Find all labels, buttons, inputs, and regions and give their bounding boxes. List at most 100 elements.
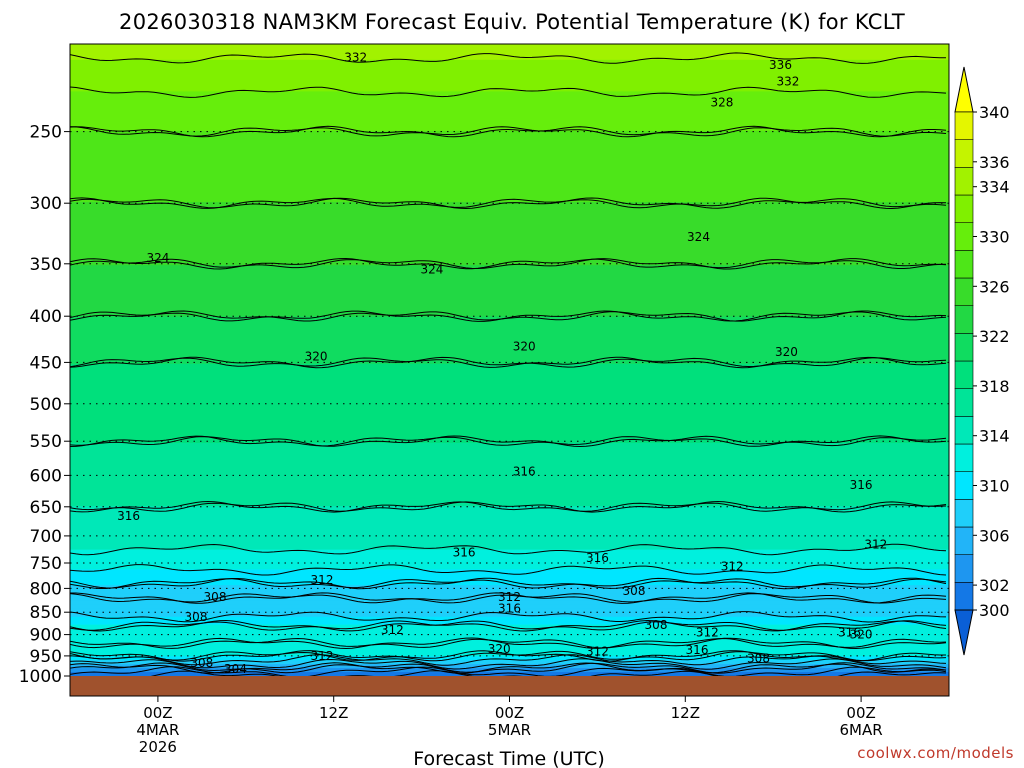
contour-line bbox=[70, 52, 946, 64]
contour-label: 308 bbox=[747, 651, 770, 665]
contour-label: 316 bbox=[117, 509, 140, 523]
contour-label: 320 bbox=[488, 642, 511, 656]
x-axis-title: Forecast Time (UTC) bbox=[413, 748, 604, 768]
y-tick-label: 300 bbox=[30, 194, 62, 214]
theta-e-band bbox=[70, 213, 949, 219]
contour-line bbox=[70, 86, 947, 98]
theta-e-band bbox=[70, 506, 949, 511]
theta-e-band bbox=[70, 600, 949, 606]
y-tick-label: 950 bbox=[30, 647, 62, 667]
theta-e-band bbox=[70, 190, 949, 195]
colorbar-swatch bbox=[954, 277, 974, 307]
theta-e-band bbox=[70, 616, 949, 622]
theta-e-band bbox=[70, 83, 949, 89]
y-tick-label: 700 bbox=[30, 527, 62, 547]
credit-text: coolwx.com/models bbox=[857, 744, 1014, 762]
contour-label: 312 bbox=[696, 625, 719, 639]
theta-e-band bbox=[70, 300, 949, 306]
y-tick-label: 600 bbox=[30, 466, 62, 486]
y-tick-label: 550 bbox=[30, 432, 62, 452]
y-tick-label: 400 bbox=[30, 307, 62, 327]
theta-e-band bbox=[70, 510, 949, 515]
colorbar-label: 334 bbox=[979, 178, 1010, 197]
theta-e-band bbox=[70, 241, 949, 247]
contour-label: 308 bbox=[623, 584, 646, 598]
contour-label: 312 bbox=[311, 573, 334, 587]
theta-e-band bbox=[70, 672, 949, 677]
theta-e-band bbox=[70, 111, 949, 116]
contour-line bbox=[70, 650, 946, 662]
theta-e-band bbox=[70, 569, 949, 574]
theta-e-band bbox=[70, 273, 949, 278]
colorbar-swatch bbox=[954, 194, 974, 224]
colorbar-swatch bbox=[954, 471, 974, 500]
contour-label: 312 bbox=[498, 590, 521, 604]
contour-label: 316 bbox=[453, 545, 476, 559]
theta-e-band bbox=[70, 209, 949, 215]
contour-line bbox=[70, 654, 947, 666]
theta-e-band bbox=[70, 237, 949, 243]
theta-e-band bbox=[70, 514, 949, 519]
theta-e-band bbox=[70, 640, 949, 645]
contour-line bbox=[70, 543, 947, 556]
colorbar-swatch bbox=[954, 250, 974, 279]
theta-e-band bbox=[70, 431, 949, 436]
theta-e-band bbox=[70, 454, 949, 460]
theta-e-band bbox=[70, 257, 949, 262]
theta-e-band bbox=[70, 158, 949, 164]
colorbar-max-arrow bbox=[954, 66, 974, 113]
colorbar-swatch bbox=[954, 332, 974, 362]
contour-line bbox=[70, 356, 947, 369]
colorbar-swatch bbox=[954, 222, 974, 251]
theta-e-band bbox=[70, 119, 949, 124]
contour-line bbox=[70, 500, 947, 513]
theta-e-band bbox=[70, 474, 949, 480]
theta-e-band bbox=[70, 446, 949, 452]
colorbar-label: 336 bbox=[979, 153, 1010, 172]
theta-e-band bbox=[70, 265, 949, 270]
colorbar-label: 326 bbox=[979, 277, 1010, 296]
y-tick-label: 900 bbox=[30, 626, 62, 646]
theta-e-band bbox=[70, 533, 949, 539]
colorbar-label: 318 bbox=[979, 377, 1010, 396]
theta-e-band bbox=[70, 557, 949, 563]
theta-e-band bbox=[70, 597, 949, 602]
theta-e-band bbox=[70, 423, 949, 428]
theta-e-band bbox=[70, 486, 949, 491]
contour-line bbox=[70, 611, 947, 623]
theta-e-band bbox=[70, 356, 949, 361]
theta-e-band bbox=[70, 328, 949, 333]
theta-e-band bbox=[70, 407, 949, 412]
contour-line bbox=[70, 197, 947, 210]
theta-e-band bbox=[70, 470, 949, 476]
contour-line bbox=[70, 592, 947, 604]
theta-e-band bbox=[70, 115, 949, 120]
colorbar-swatch bbox=[954, 388, 974, 417]
colorbar-swatch bbox=[954, 581, 974, 611]
theta-e-band bbox=[70, 636, 949, 642]
contour-line bbox=[70, 620, 947, 632]
theta-e-band bbox=[70, 660, 949, 665]
colorbar-label: 322 bbox=[979, 327, 1010, 346]
theta-e-band bbox=[70, 95, 949, 100]
theta-e-band bbox=[70, 320, 949, 326]
contour-label: 312 bbox=[586, 644, 609, 658]
theta-e-band bbox=[70, 395, 949, 401]
y-tick-label: 1000 bbox=[19, 667, 62, 687]
contour-label: 312 bbox=[864, 537, 887, 551]
contour-label: 316 bbox=[513, 465, 536, 479]
colorbar-label: 330 bbox=[979, 228, 1010, 247]
theta-e-band bbox=[70, 142, 949, 148]
theta-e-band bbox=[70, 620, 949, 626]
theta-e-band bbox=[70, 79, 949, 85]
theta-e-band bbox=[70, 529, 949, 535]
theta-e-band bbox=[70, 91, 949, 96]
y-tick-label: 350 bbox=[30, 255, 62, 275]
colorbar-label: 306 bbox=[979, 526, 1010, 545]
x-tick-label: 6MAR bbox=[840, 721, 883, 739]
theta-e-band bbox=[70, 581, 949, 586]
contour-line bbox=[70, 257, 947, 270]
theta-e-band bbox=[70, 573, 949, 578]
